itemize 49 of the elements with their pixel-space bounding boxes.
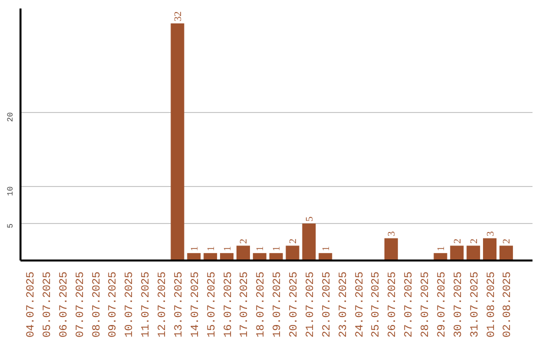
x-tick-label: 20.07.2025 bbox=[288, 271, 301, 338]
x-tick-label: 05.07.2025 bbox=[42, 271, 54, 338]
x-tick-label: 01.08.2025 bbox=[486, 271, 498, 338]
x-tick-label: 16.07.2025 bbox=[222, 271, 235, 338]
data-label: 32 bbox=[172, 11, 184, 22]
x-tick-label: 15.07.2025 bbox=[206, 271, 218, 338]
data-label: 5 bbox=[304, 216, 316, 222]
x-tick-label: 08.07.2025 bbox=[91, 271, 104, 338]
y-tick-label: 20 bbox=[6, 112, 16, 122]
data-label: 3 bbox=[485, 231, 496, 236]
x-tick-label: 07.07.2025 bbox=[74, 271, 87, 338]
x-tick-label: 02.08.2025 bbox=[502, 271, 514, 338]
y-tick-label: 10 bbox=[6, 186, 16, 196]
data-label: 1 bbox=[206, 246, 217, 252]
x-tick-label: 18.07.2025 bbox=[256, 271, 268, 338]
x-tick-label: 17.07.2025 bbox=[239, 271, 252, 338]
x-tick-label: 30.07.2025 bbox=[452, 271, 465, 338]
x-tick-label: 27.07.2025 bbox=[404, 271, 416, 338]
data-label: 2 bbox=[468, 238, 480, 244]
x-tick-label: 23.07.2025 bbox=[338, 271, 350, 338]
x-tick-label: 10.07.2025 bbox=[124, 271, 136, 338]
x-tick-label: 26.07.2025 bbox=[387, 271, 400, 338]
data-label: 1 bbox=[320, 246, 332, 252]
x-tick-label: 19.07.2025 bbox=[272, 271, 284, 338]
x-tick-label: 04.07.2025 bbox=[26, 271, 38, 338]
data-label: 1 bbox=[272, 246, 283, 252]
data-label: 2 bbox=[288, 238, 300, 244]
x-tick-label: 29.07.2025 bbox=[436, 271, 448, 338]
x-tick-label: 21.07.2025 bbox=[304, 271, 317, 338]
x-tick-label: 09.07.2025 bbox=[108, 271, 120, 338]
data-label: 1 bbox=[255, 246, 266, 252]
x-tick-label: 31.07.2025 bbox=[469, 271, 482, 338]
x-tick-label: 11.07.2025 bbox=[140, 271, 153, 338]
x-tick-label: 13.07.2025 bbox=[173, 271, 186, 338]
x-tick-label: 28.07.2025 bbox=[420, 271, 432, 338]
x-tick-label: 12.07.2025 bbox=[157, 271, 170, 338]
data-label: 1 bbox=[222, 246, 234, 252]
data-label: 1 bbox=[436, 246, 447, 252]
x-tick-label: 06.07.2025 bbox=[58, 271, 70, 338]
y-tick-label: 5 bbox=[6, 223, 16, 228]
data-label: 2 bbox=[238, 238, 250, 244]
data-label: 3 bbox=[386, 231, 398, 236]
x-tick-label: 22.07.2025 bbox=[321, 271, 334, 338]
data-label: 2 bbox=[452, 238, 464, 244]
x-tick-label: 25.07.2025 bbox=[370, 271, 383, 338]
data-label: 1 bbox=[189, 246, 200, 252]
x-tick-label: 14.07.2025 bbox=[190, 271, 202, 338]
x-tick-label: 24.07.2025 bbox=[354, 271, 366, 338]
data-label: 2 bbox=[502, 238, 513, 244]
